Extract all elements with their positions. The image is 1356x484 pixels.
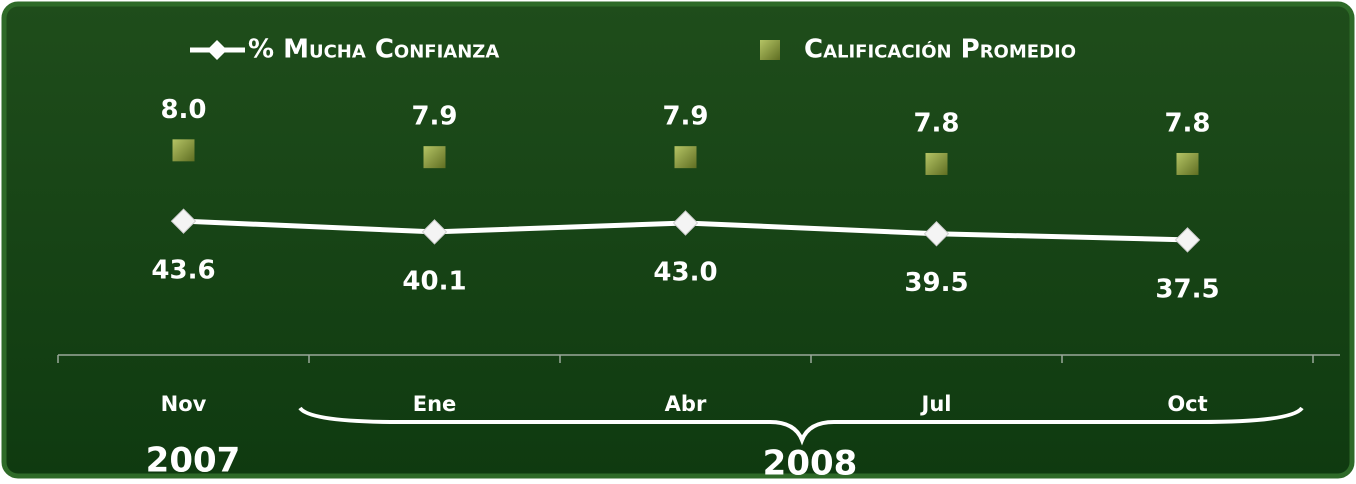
x-tick-label: Nov	[161, 392, 207, 416]
legend-label: % Mucha Confianza	[248, 35, 499, 65]
data-label: 7.9	[662, 102, 708, 132]
data-label: 37.5	[1155, 274, 1219, 304]
data-label: 7.8	[913, 108, 959, 138]
data-label: 43.6	[151, 256, 215, 286]
point-marker	[421, 219, 448, 245]
point-marker	[923, 221, 950, 247]
x-tick-label: Oct	[1167, 392, 1207, 416]
legend-marker	[207, 40, 227, 60]
year-brace	[298, 406, 1304, 446]
data-label: 7.9	[411, 102, 457, 132]
data-label: 7.8	[1164, 108, 1210, 138]
point-marker	[170, 208, 197, 234]
data-label: 8.0	[160, 95, 206, 125]
data-label: 43.0	[653, 257, 717, 287]
legend-label: Calificación Promedio	[804, 35, 1076, 65]
x-tick-label: Ene	[413, 392, 457, 416]
year-label: 2007	[146, 441, 241, 481]
point-marker	[1176, 152, 1199, 175]
point-marker	[674, 146, 697, 169]
legend-marker	[760, 40, 780, 60]
x-tick-label: Abr	[665, 392, 707, 416]
data-label: 40.1	[402, 266, 466, 296]
point-marker	[1174, 227, 1201, 253]
x-tick-label: Jul	[920, 392, 952, 416]
point-marker	[423, 146, 446, 169]
category-separators	[57, 355, 1314, 363]
point-marker	[672, 210, 699, 236]
point-marker	[172, 139, 195, 162]
year-label: 2008	[763, 444, 858, 481]
data-label: 39.5	[904, 268, 968, 298]
point-marker	[925, 152, 948, 175]
